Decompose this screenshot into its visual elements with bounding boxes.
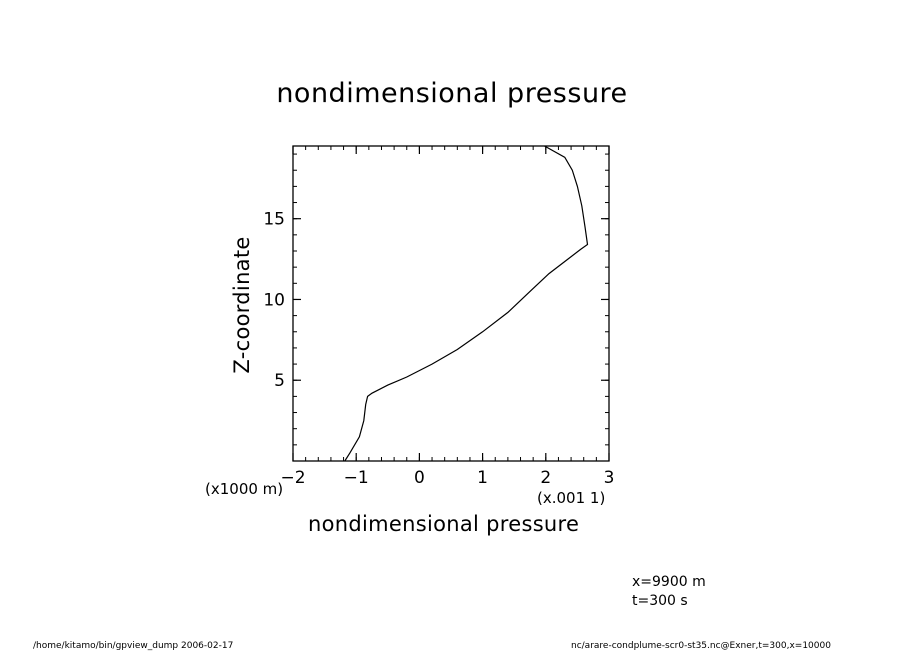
y-tick-label: 5 <box>274 371 285 391</box>
plot-frame <box>292 145 610 462</box>
x-tick-label: 2 <box>540 468 551 488</box>
footer-command-date: /home/kitamo/bin/gpview_dump 2006-02-17 <box>33 641 234 651</box>
y-tick-label: 10 <box>263 290 285 310</box>
time-annotation: t=300 s <box>632 593 688 609</box>
x-tick-label: 0 <box>414 468 425 488</box>
x-axis-scale-label: (x.001 1) <box>537 489 606 507</box>
y-tick-label: 15 <box>263 210 285 230</box>
x-tick-label: 1 <box>477 468 488 488</box>
footer-source-file: nc/arare-condplume-scr0-st35.nc@Exner,t=… <box>571 641 831 651</box>
x-tick-label: 3 <box>604 468 615 488</box>
chart-title: nondimensional pressure <box>276 78 628 109</box>
series-line <box>344 145 589 462</box>
x-tick-label: −2 <box>280 468 305 488</box>
y-axis-scale-label: (x1000 m) <box>205 480 284 498</box>
y-axis-label: Z-coordinate <box>230 236 254 374</box>
x-tick-label: −1 <box>344 468 369 488</box>
x-axis-label: nondimensional pressure <box>308 512 580 536</box>
position-annotation: x=9900 m <box>632 574 706 590</box>
